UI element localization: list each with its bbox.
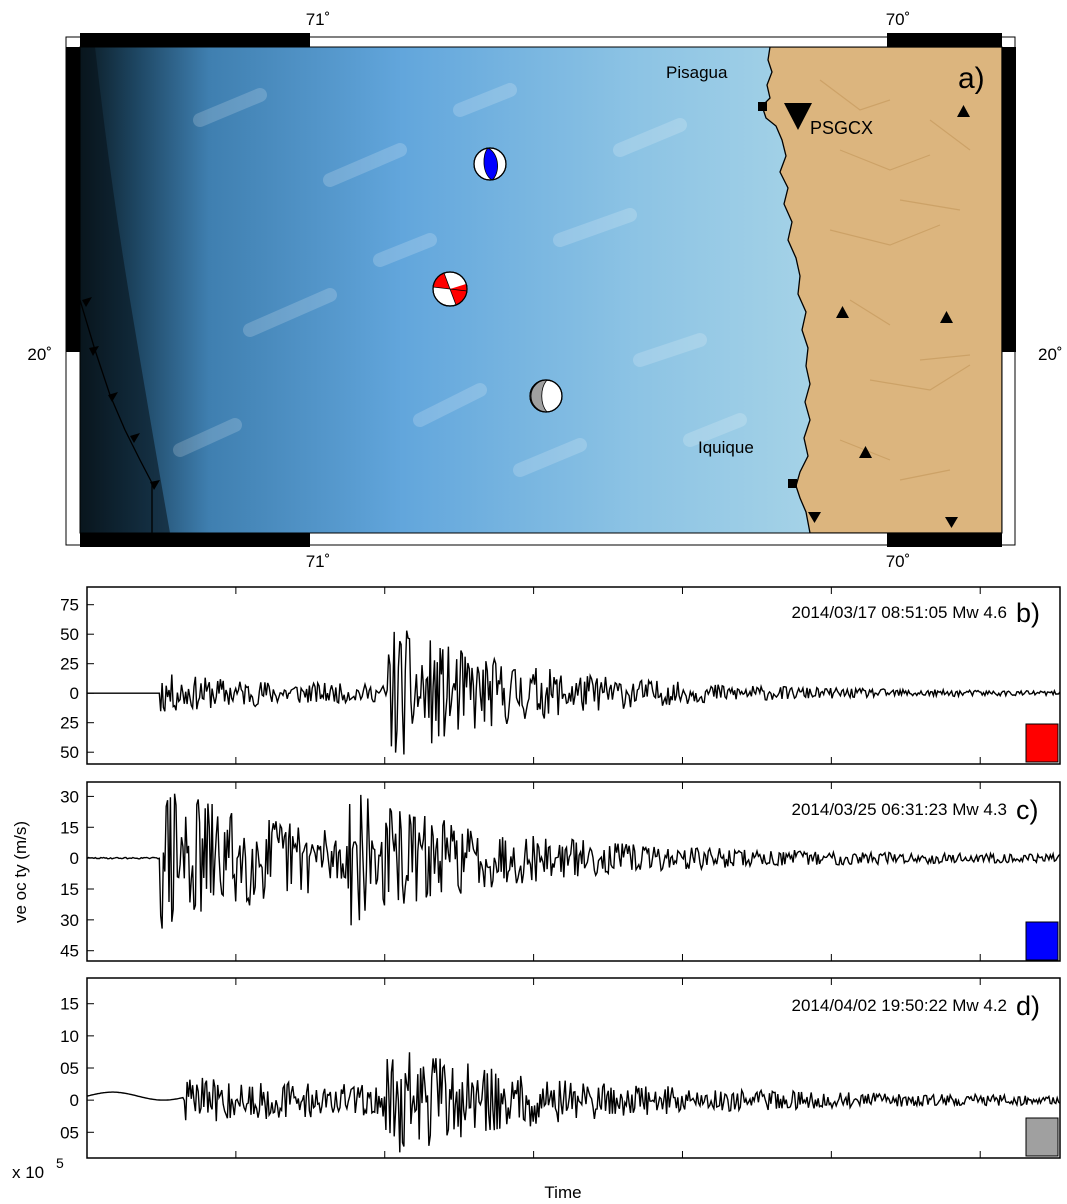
y-tick-label: 50 [60,743,79,762]
beachball-gray [529,379,563,413]
lon-label-top-71: 71˚ [306,10,331,29]
beachball-red [432,271,468,307]
lat-label-left: 20˚ [27,345,52,364]
panel-c-xticks [235,782,981,961]
y-tick-label: 15 [60,818,79,837]
y-tick-label: 50 [60,625,79,644]
seismic-stations [808,105,970,528]
x-axis-label: Time [544,1183,581,1202]
panel-b-frame [86,586,1061,765]
panel-d-waveform [87,1052,1060,1153]
map-border-bars [66,33,1016,547]
lon-label-top-70: 70˚ [886,10,911,29]
town-marker-iquique [788,479,797,488]
y-tick-label: 75 [60,596,79,615]
y-tick-label: 15 [60,880,79,899]
y-axis-label: ve oc ty (m/s) [11,821,30,923]
y-tick-label: 15 [60,995,79,1014]
panel-b-xticks [235,587,981,764]
map-panel: 71˚ 70˚ 71˚ 70˚ 20˚ 20˚ a) Pisagua Iquiq… [27,10,1062,571]
panel-c-ticks: 30 15 0 15 30 45 [60,787,94,961]
town-label-iquique: Iquique [698,438,754,457]
panel-d-label: d) [1016,991,1040,1021]
y-tick-label: 25 [60,714,79,733]
seafloor-texture [173,83,747,477]
y-tick-label: 10 [60,1027,79,1046]
panel-c-label: c) [1016,795,1039,825]
y-tick-label: 30 [60,787,79,806]
panel-b-title: 2014/03/17 08:51:05 Mw 4.6 [792,603,1008,622]
panel-c-color-box [1025,921,1059,961]
panel-b-ticks: 75 50 25 0 25 50 [60,596,94,762]
y-tick-label: 30 [60,911,79,930]
panel-d-frame [86,977,1061,1159]
lat-label-right: 20˚ [1038,345,1063,364]
station-psgcx-label: PSGCX [810,118,873,138]
panel-d-color-box [1025,1117,1059,1157]
panel-b-color-box [1025,723,1059,763]
seismogram-panel-c: 30 15 0 15 30 45 2014/03/25 06:31:23 Mw 4.3 c… [60,781,1061,962]
y-tick-label: 45 [60,942,79,961]
multiplier-base: x 10 [12,1163,44,1182]
panel-d-ticks: 15 10 05 0 05 [60,995,94,1142]
trench-shading [80,47,170,533]
y-tick-label: 0 [70,1091,79,1110]
lon-label-bottom-70: 70˚ [886,552,911,571]
multiplier-exp: 5 [56,1155,64,1171]
trench-teeth [82,297,160,490]
panel-c-title: 2014/03/25 06:31:23 Mw 4.3 [792,800,1008,819]
seismogram-panel-b: 75 50 25 0 25 50 2014/03/17 08:51:05 Mw 4.6 b… [60,586,1061,765]
town-marker-pisagua [758,102,767,111]
station-psgcx-marker [784,103,812,130]
y-tick-label: 05 [60,1059,79,1078]
panel-b-label: b) [1016,598,1040,628]
panel-c-waveform [87,793,1060,929]
panel-d-title: 2014/04/02 19:50:22 Mw 4.2 [792,996,1008,1015]
lon-label-bottom-71: 71˚ [306,552,331,571]
panel-d-xticks [235,978,981,1158]
beachball-blue [473,147,507,181]
y-tick-label: 05 [60,1123,79,1142]
panel-c-frame [86,781,1061,962]
panel-b-waveform [87,630,1060,755]
town-label-pisagua: Pisagua [666,63,728,82]
y-tick-label: 25 [60,655,79,674]
panel-label-a: a) [958,62,985,95]
y-tick-label: 0 [70,684,79,703]
seismogram-panel-d: 15 10 05 0 05 2014/04/02 19:50:22 Mw 4.2 d) [60,977,1061,1159]
map-land [761,47,1002,533]
y-tick-label: 0 [70,849,79,868]
